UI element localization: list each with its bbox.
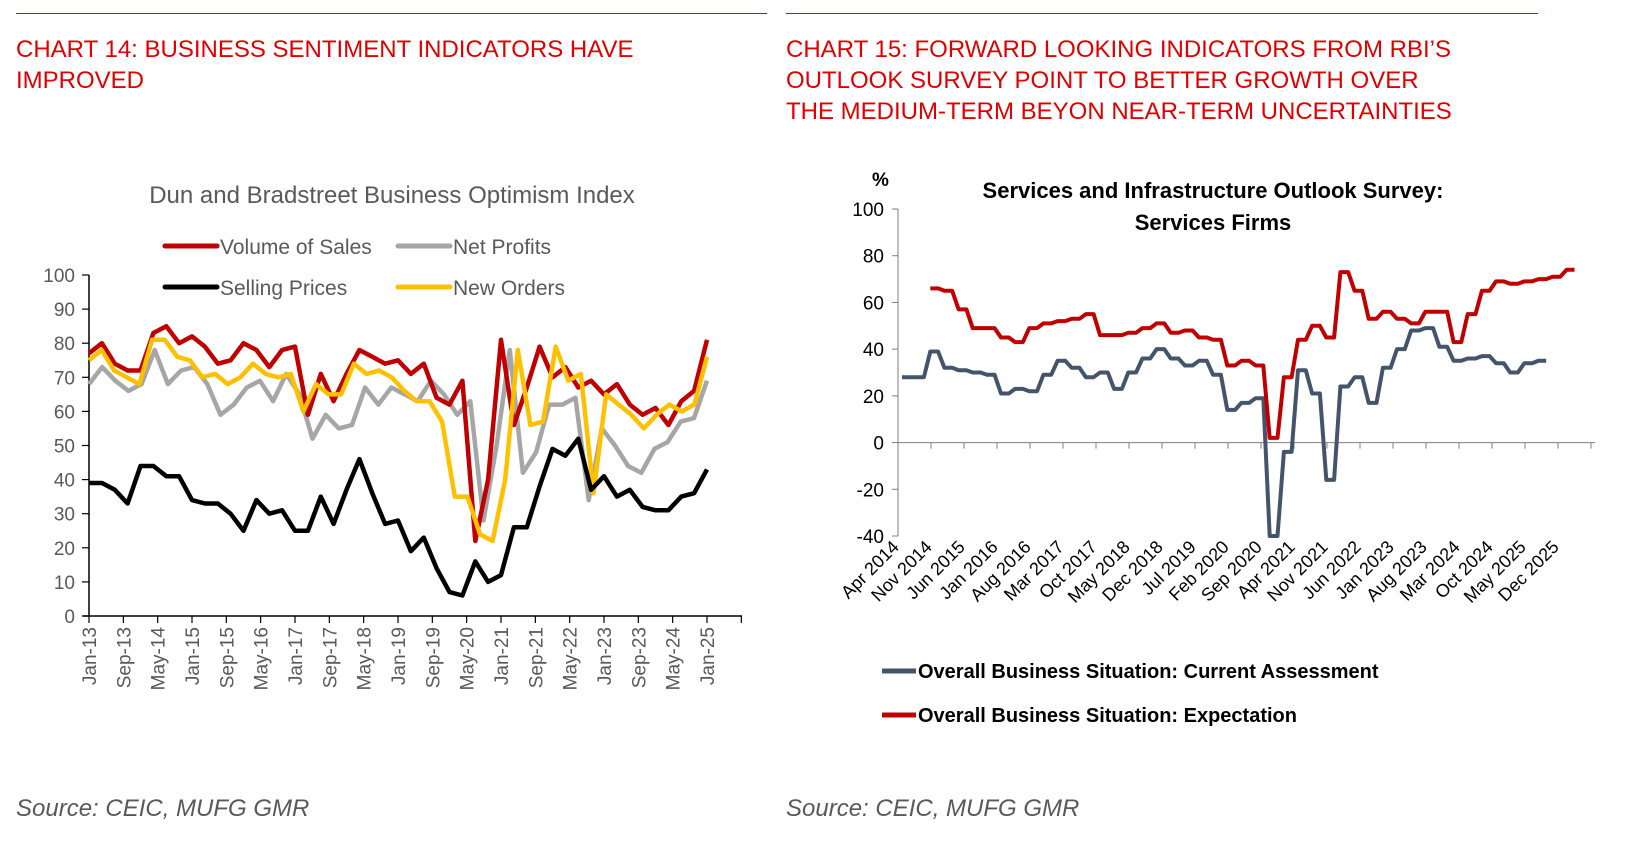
right-y-tick-label: 40	[863, 340, 884, 361]
left-chart-heading: CHART 14: BUSINESS SENTIMENT INDICATORS …	[16, 34, 776, 96]
left-heading-line-2: IMPROVED	[16, 67, 145, 94]
left-y-tick-label: 40	[54, 471, 75, 492]
left-x-tick-label: Sep-21	[526, 627, 547, 688]
series-line-new-orders	[87, 337, 710, 544]
left-y-tick-label: 10	[54, 573, 75, 594]
left-x-tick-label: May-14	[149, 627, 170, 691]
left-x-tick-label: Jan-15	[183, 627, 204, 685]
left-series-group	[87, 323, 710, 598]
left-y-tick-label: 60	[54, 402, 75, 423]
left-y-tick-label: 0	[64, 607, 75, 628]
left-x-tick-label: Sep-15	[217, 627, 238, 688]
left-y-tick-label: 50	[54, 437, 75, 458]
left-y-tick-label: 80	[54, 334, 75, 355]
right-y-tick-label: 80	[863, 247, 884, 268]
left-x-tick-label: Jan-17	[286, 627, 307, 685]
services-outlook-chart: % Services and Infrastructure Outlook Su…	[837, 170, 1595, 727]
right-series-group	[902, 267, 1575, 538]
left-source-note: Source: CEIC, MUFG GMR	[16, 795, 310, 822]
right-y-tick-label: 60	[863, 293, 884, 314]
right-y-tick-label: 0	[873, 434, 884, 455]
left-legend: Volume of Sales Net Profits Selling Prices…	[162, 236, 565, 300]
left-x-tick-label: Sep-17	[320, 627, 341, 688]
left-x-tick-label: Jan-19	[389, 627, 410, 685]
right-source-note: Source: CEIC, MUFG GMR	[786, 795, 1080, 822]
right-chart-heading: CHART 15: FORWARD LOOKING INDICATORS FRO…	[786, 34, 1636, 127]
right-chart-title-line-2: Services Firms	[1135, 210, 1292, 235]
left-x-tick-label: May-24	[664, 627, 685, 691]
left-y-tick-label: 100	[43, 266, 75, 287]
right-chart-title-line-1: Services and Infrastructure Outlook Surv…	[983, 178, 1444, 203]
right-heading-line-2: OUTLOOK SURVEY POINT TO BETTER GROWTH OV…	[786, 67, 1419, 94]
legend-label-overall-business-situation-current-assessment: Overall Business Situation: Current Asse…	[918, 661, 1379, 683]
series-line-overall-business-situation-expectation	[930, 267, 1575, 440]
left-x-tick-label: Jan-25	[698, 627, 719, 685]
left-heading-rule	[16, 13, 767, 14]
left-x-tick-label: Sep-19	[423, 627, 444, 688]
left-y-tick-label: 90	[54, 300, 75, 321]
left-x-tick-label: May-16	[252, 627, 273, 690]
left-x-tick-label: Jan-13	[80, 627, 101, 685]
legend-label-volume-of-sales: Volume of Sales	[220, 236, 372, 259]
left-x-tick-label: Jan-23	[595, 627, 616, 685]
left-x-tick-label: May-22	[561, 627, 582, 690]
left-y-tick-label: 30	[54, 505, 75, 526]
right-y-tick-label: 20	[863, 387, 884, 408]
left-x-tick-label: Jan-21	[492, 627, 513, 685]
legend-label-net-profits: Net Profits	[453, 236, 551, 259]
left-y-tick-label: 70	[54, 368, 75, 389]
business-optimism-chart: Dun and Bradstreet Business Optimism Ind…	[43, 182, 742, 690]
left-y-tick-label: 20	[54, 539, 75, 560]
left-x-tick-label: May-18	[355, 627, 376, 690]
left-x-tick-label: Sep-23	[629, 627, 650, 688]
right-y-tick-label: -20	[857, 480, 884, 501]
right-y-tick-label: -40	[857, 527, 884, 548]
right-heading-line-1: CHART 15: FORWARD LOOKING INDICATORS FRO…	[786, 36, 1451, 63]
left-chart-title: Dun and Bradstreet Business Optimism Ind…	[149, 182, 635, 209]
left-axes: 0 10 20 30 40 50 60 70 80 90 100 Jan-13 Sep-13 May-14…	[43, 266, 742, 690]
legend-label-new-orders: New Orders	[453, 277, 565, 300]
series-line-overall-business-situation-current-assessment	[902, 326, 1547, 538]
left-x-tick-label: May-20	[458, 627, 479, 690]
right-y-tick-label: 100	[852, 200, 884, 221]
right-heading-line-3: THE MEDIUM-TERM BEYON NEAR-TERM UNCERTAI…	[786, 98, 1452, 125]
right-legend: Overall Business Situation: Current Asse…	[882, 661, 1379, 727]
left-heading-line-1: CHART 14: BUSINESS SENTIMENT INDICATORS …	[16, 36, 634, 63]
series-line-selling-prices	[89, 436, 709, 598]
series-line-net-profits	[87, 347, 710, 523]
left-x-tick-label: Sep-13	[114, 627, 135, 688]
right-chart-ylabel: %	[872, 170, 889, 191]
right-heading-rule	[786, 13, 1538, 14]
legend-label-overall-business-situation-expectation: Overall Business Situation: Expectation	[918, 705, 1297, 727]
legend-label-selling-prices: Selling Prices	[220, 277, 347, 300]
